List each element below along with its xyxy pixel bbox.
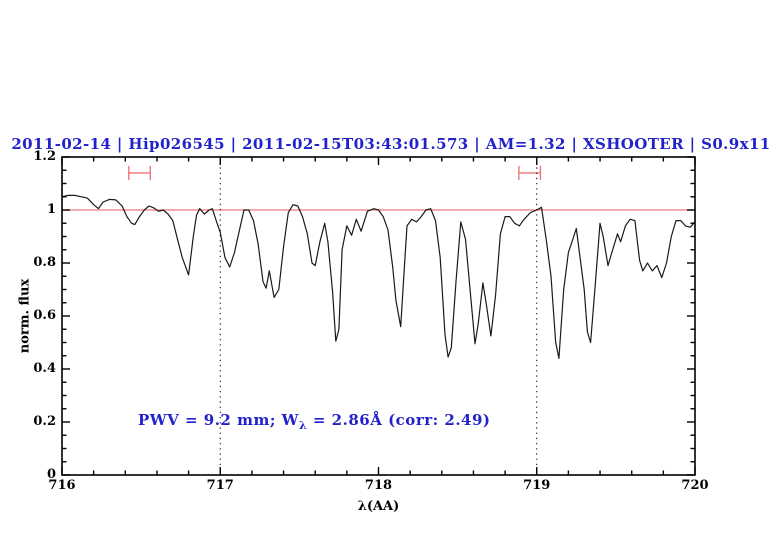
- y-tick-label: 0.8: [33, 255, 56, 270]
- plot-title: 2011-02-14 | Hip026545 | 2011-02-15T03:4…: [11, 135, 771, 153]
- x-axis-label: λ(AA): [357, 499, 400, 514]
- y-tick-label: 0.6: [33, 308, 56, 323]
- y-tick-label: 0.2: [33, 414, 56, 429]
- y-tick-label: 0: [46, 467, 56, 482]
- x-tick-label: 716: [48, 478, 76, 493]
- pwv-annotation: PWV = 9.2 mm; Wλ = 2.86Å (corr: 2.49): [138, 411, 491, 432]
- spectrum-line: [61, 194, 696, 359]
- pwv-annotation-lambda-subscript: λ: [298, 419, 308, 432]
- pwv-annotation-prefix: PWV = 9.2 mm; W: [138, 411, 299, 429]
- x-tick-label: 718: [364, 478, 393, 493]
- y-tick-label: 1: [46, 202, 56, 217]
- y-tick-label: 0.4: [33, 361, 56, 376]
- pwv-annotation-suffix: = 2.86Å (corr: 2.49): [307, 411, 491, 429]
- x-tick-label: 719: [523, 478, 551, 493]
- x-tick-label: 720: [681, 478, 709, 493]
- x-tick-label: 717: [206, 478, 234, 493]
- y-tick-label: 1.2: [33, 149, 56, 164]
